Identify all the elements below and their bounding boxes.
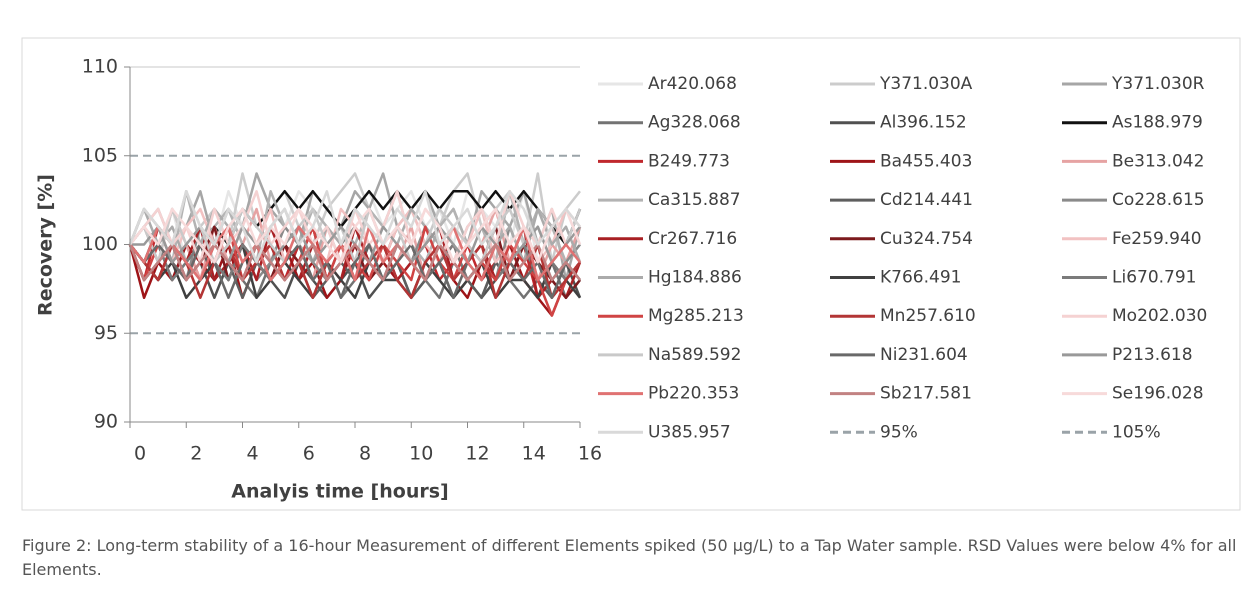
series-line — [129, 207, 582, 264]
x-tick-label: 4 — [246, 443, 258, 465]
legend-label: Cr267.716 — [648, 229, 737, 249]
y-tick-label: 100 — [82, 233, 118, 255]
legend-label: K766.491 — [880, 268, 961, 288]
x-axis-label: Analyis time [hours] — [231, 481, 448, 503]
x-tick-label: 14 — [522, 443, 546, 465]
legend-label: Cu324.754 — [880, 229, 973, 249]
legend-label: Li670.791 — [1112, 268, 1197, 288]
x-tick-label: 16 — [578, 443, 602, 465]
legend-label: Ag328.068 — [648, 113, 741, 133]
series-line — [128, 190, 581, 264]
y-tick-label: 90 — [94, 411, 118, 433]
caption: Figure 2: Long-term stability of a 16-ho… — [22, 536, 1237, 579]
x-tick-label: 10 — [409, 443, 433, 465]
y-tick-label: 110 — [82, 56, 118, 78]
x-tick-label: 0 — [134, 443, 146, 465]
legend-label: Cd214.441 — [880, 190, 973, 210]
legend-label: Fe259.940 — [1112, 229, 1202, 249]
series-line — [129, 243, 581, 299]
chart: Analyis time [hours] Recovery [%] 90 95 10… — [21, 37, 1241, 511]
x-tick-label: 2 — [190, 443, 202, 465]
legend-label: Ca315.887 — [648, 190, 741, 210]
legend-label: U385.957 — [648, 422, 731, 442]
legend-label: B249.773 — [648, 151, 730, 171]
series-line — [128, 243, 581, 282]
legend-label: Al396.152 — [880, 113, 967, 133]
legend-label: Co228.615 — [1112, 190, 1205, 210]
legend-label: Ba455.403 — [880, 151, 972, 171]
legend-label: Be313.042 — [1112, 151, 1204, 171]
legend-label: Ni231.604 — [880, 345, 968, 365]
legend-label: Na589.592 — [648, 345, 741, 365]
legend-label: Sb217.581 — [880, 384, 972, 404]
legend-label: As188.979 — [1112, 113, 1203, 133]
y-tick-label: 95 — [94, 322, 118, 344]
legend-label: Y371.030A — [879, 74, 973, 94]
legend-label: Y371.030R — [1111, 74, 1205, 94]
legend-label: 95% — [880, 422, 918, 442]
legend-label: Mo202.030 — [1112, 306, 1207, 326]
legend-label: Se196.028 — [1112, 384, 1204, 404]
legend-label: Mg285.213 — [648, 306, 744, 326]
legend-label: P213.618 — [1112, 345, 1193, 365]
y-axis-label: Recovery [%] — [35, 174, 57, 316]
legend-label: Ar420.068 — [648, 74, 737, 94]
legend-label: Pb220.353 — [648, 384, 739, 404]
x-tick-label: 12 — [465, 443, 489, 465]
legend-label: Mn257.610 — [880, 306, 976, 326]
x-tick-label: 8 — [359, 443, 371, 465]
x-tick-label: 6 — [303, 443, 315, 465]
legend-label: 105% — [1112, 422, 1161, 442]
series-line — [129, 225, 581, 282]
legend-label: Hg184.886 — [648, 268, 742, 288]
y-tick-label: 105 — [82, 144, 118, 166]
